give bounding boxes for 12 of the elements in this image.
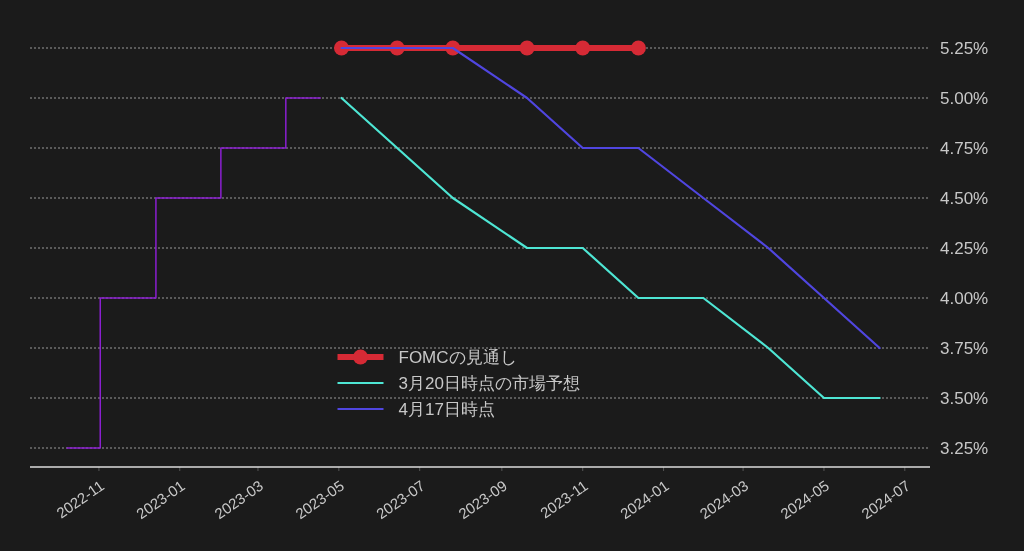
- y-tick-label: 3.25%: [940, 438, 989, 458]
- legend-label: 4月17日時点: [398, 399, 495, 419]
- y-tick-label: 5.00%: [940, 88, 989, 108]
- y-tick-label: 4.25%: [940, 238, 989, 258]
- y-tick-label: 4.50%: [940, 188, 989, 208]
- legend-label: FOMCの見通し: [398, 347, 517, 367]
- y-tick-label: 3.75%: [940, 338, 989, 358]
- y-tick-label: 4.75%: [940, 138, 989, 158]
- y-tick-label: 5.25%: [940, 38, 989, 58]
- y-tick-label: 3.50%: [940, 388, 989, 408]
- y-tick-label: 4.00%: [940, 288, 989, 308]
- legend-label: 3月20日時点の市場予想: [398, 373, 580, 393]
